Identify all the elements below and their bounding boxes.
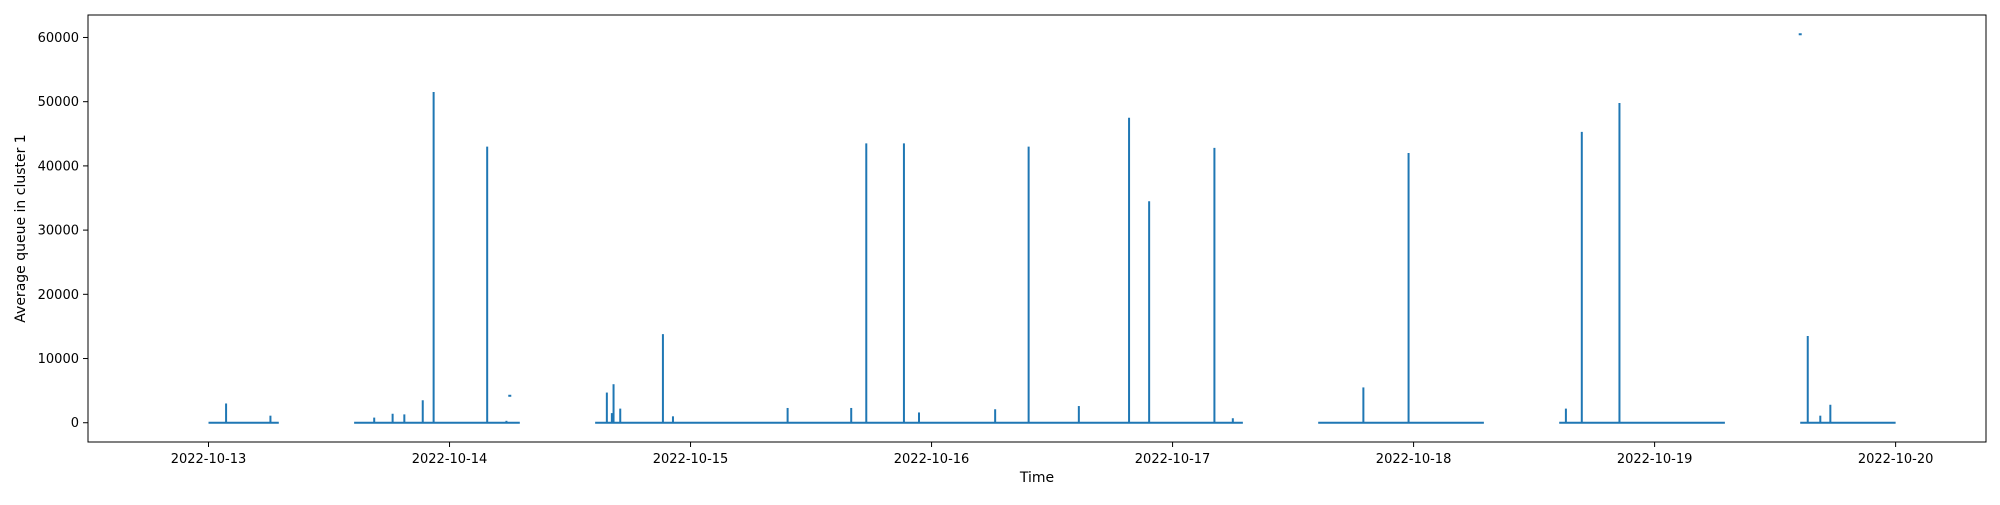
x-tick-label: 2022-10-18 bbox=[1376, 452, 1452, 467]
x-tick-label: 2022-10-20 bbox=[1858, 452, 1934, 467]
x-tick-label: 2022-10-19 bbox=[1617, 452, 1693, 467]
y-tick-label: 0 bbox=[71, 416, 79, 431]
x-axis-label: Time bbox=[1019, 470, 1054, 486]
y-tick-label: 30000 bbox=[38, 224, 79, 239]
y-tick-label: 50000 bbox=[38, 95, 79, 110]
plot-frame bbox=[87, 14, 1987, 443]
x-tick-label: 2022-10-14 bbox=[412, 452, 488, 467]
y-tick-label: 10000 bbox=[38, 352, 79, 367]
x-axis-ticks: 2022-10-13 2022-10-14 2022-10-15 2022-10-16… bbox=[171, 442, 1934, 467]
y-tick-label: 20000 bbox=[38, 288, 79, 303]
y-tick-label: 60000 bbox=[38, 31, 79, 46]
y-axis-label: Average queue in cluster 1 bbox=[13, 134, 29, 322]
y-tick-label: 40000 bbox=[38, 159, 79, 174]
x-tick-label: 2022-10-13 bbox=[171, 452, 247, 467]
data-layer bbox=[208, 33, 1896, 424]
x-tick-label: 2022-10-15 bbox=[653, 452, 729, 467]
x-tick-label: 2022-10-16 bbox=[894, 452, 970, 467]
x-tick-label: 2022-10-17 bbox=[1135, 452, 1211, 467]
y-axis-ticks: 0 10000 20000 30000 40000 50000 60000 bbox=[38, 31, 88, 431]
